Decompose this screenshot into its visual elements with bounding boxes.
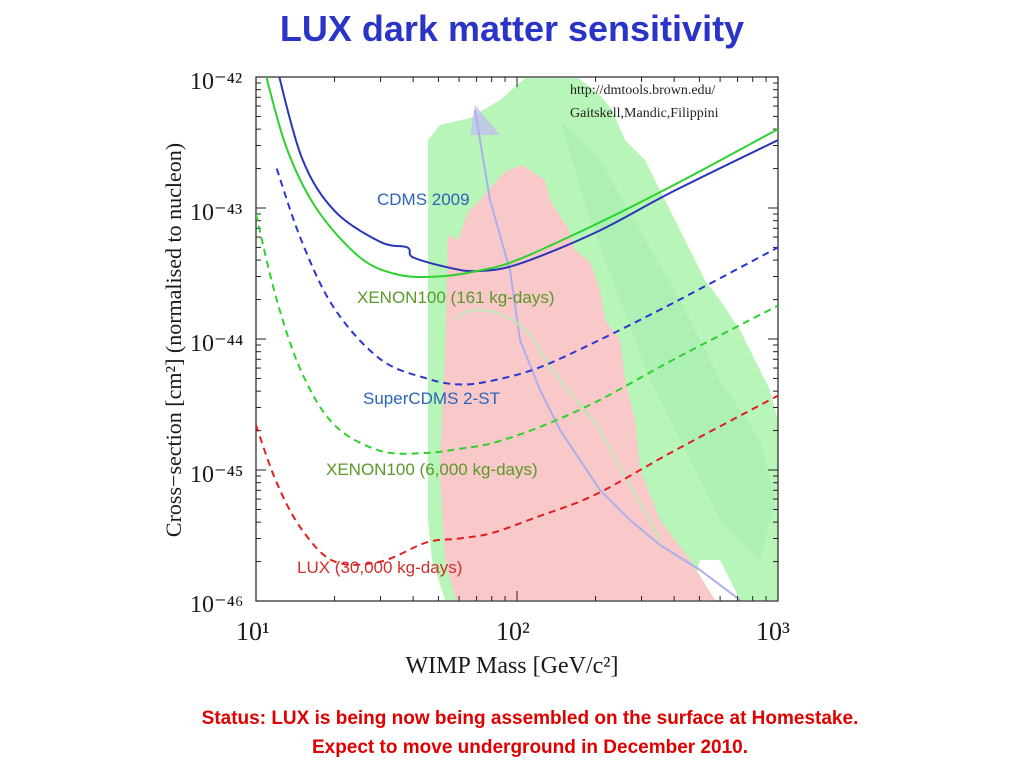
credit-authors: Gaitskell,Mandic,Filippini (570, 106, 719, 121)
slide-title: LUX dark matter sensitivity (279, 8, 745, 49)
theory-region-green-inner (560, 120, 775, 560)
series-layer (256, 77, 778, 566)
series-label-lux: LUX (30,000 kg-days) (297, 558, 462, 577)
sensitivity-plot: 10⁻⁴² 10⁻⁴³ 10⁻⁴⁴ 10⁻⁴⁵ 10⁻⁴⁶ 10¹ 10² 10… (161, 69, 790, 679)
y-tick-label: 10⁻⁴⁵ (190, 462, 243, 488)
x-tick-label: 10² (496, 617, 530, 646)
credit-url: http://dmtools.brown.edu/ (570, 83, 716, 98)
y-tick-label: 10⁻⁴⁶ (190, 592, 243, 618)
y-axis-label: Cross−section [cm²] (normalised to nucle… (161, 143, 186, 537)
status-line-2: Expect to move underground in December 2… (311, 737, 749, 758)
x-tick-label: 10³ (756, 617, 790, 646)
series-line-2 (275, 168, 778, 386)
theory-contour-green (454, 309, 661, 541)
series-label-cdms-2009: CDMS 2009 (377, 190, 470, 209)
series-line-1 (265, 77, 778, 279)
axis-ticks (255, 77, 779, 602)
status-line-1: Status: LUX is being now being assembled… (201, 708, 859, 729)
x-tick-label: 10¹ (236, 617, 270, 646)
x-axis-label: WIMP Mass [GeV/c²] (406, 653, 619, 679)
series-line-4 (256, 394, 778, 566)
series-line-0 (278, 77, 778, 273)
series-label-supercdms: SuperCDMS 2-ST (363, 389, 500, 408)
y-tick-label: 10⁻⁴² (190, 69, 242, 95)
series-label-xenon100-161: XENON100 (161 kg-days) (357, 288, 554, 307)
series-line-3 (256, 213, 778, 455)
theory-region-pink (440, 165, 715, 600)
y-tick-label: 10⁻⁴⁴ (190, 331, 243, 357)
series-label-xenon100-6000: XENON100 (6,000 kg-days) (326, 460, 538, 479)
y-tick-label: 10⁻⁴³ (190, 200, 242, 226)
theory-contour-lavender (474, 109, 741, 601)
